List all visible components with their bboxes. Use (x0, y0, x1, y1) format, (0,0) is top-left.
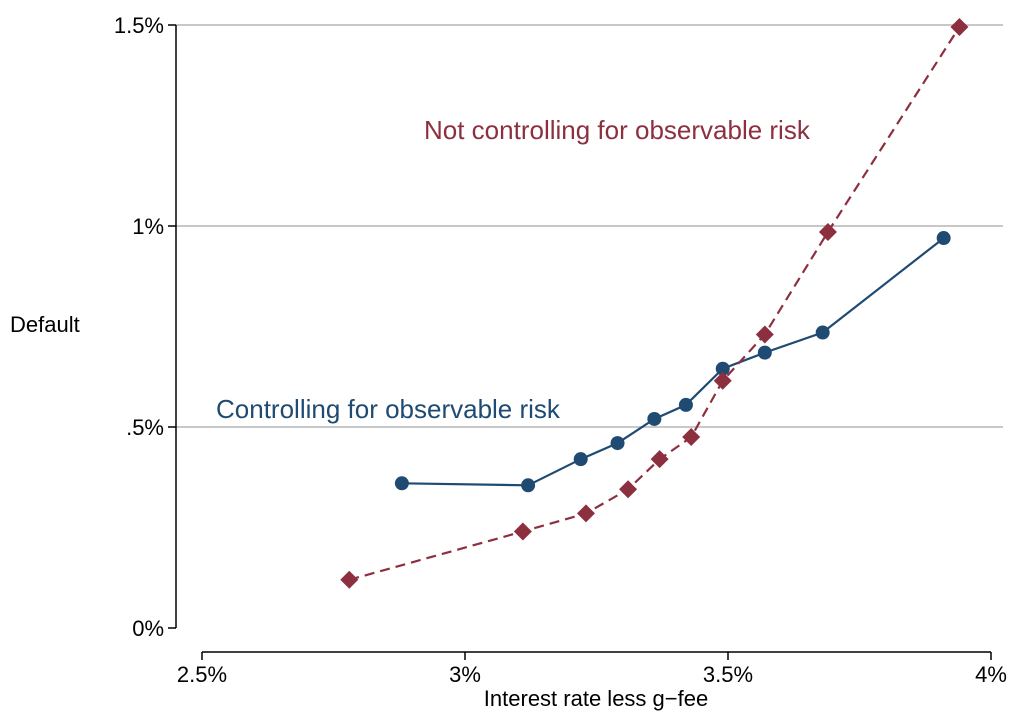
series (340, 18, 969, 589)
axes (175, 25, 991, 653)
series-1-point-6 (713, 371, 732, 390)
series-1-point-7 (755, 325, 774, 344)
x-tick-label-1: 3% (449, 662, 481, 687)
series-1-point-0 (340, 570, 359, 589)
ticks: 0% .5% 1% 1.5% 2.5% 3% 3.5% 4% (114, 13, 1007, 687)
grid-lines (176, 24, 1003, 428)
series-1-point-5 (682, 428, 701, 447)
x-tick-label-3: 4% (975, 662, 1007, 687)
series-0-point-6 (715, 361, 730, 376)
series-1-point-9 (950, 18, 969, 37)
series-1-point-8 (818, 223, 837, 242)
y-tick-label-2: 1% (132, 214, 164, 239)
annotation-controlling: Controlling for observable risk (216, 394, 561, 424)
series-1 (340, 18, 969, 589)
series-line-1 (349, 26, 961, 581)
series-0-point-5 (678, 397, 693, 412)
series-line-0 (401, 237, 945, 487)
series-1-point-3 (619, 480, 638, 499)
series-0-point-9 (936, 231, 951, 246)
series-1-point-1 (513, 522, 532, 541)
series-1-point-4 (650, 450, 669, 469)
y-tick-label-3: 1.5% (114, 13, 164, 38)
x-tick-label-0: 2.5% (177, 662, 227, 687)
x-tick-label-2: 3.5% (703, 662, 753, 687)
series-0-point-2 (573, 452, 588, 467)
series-0-point-8 (815, 325, 830, 340)
series-0 (394, 231, 951, 493)
series-0-point-0 (394, 476, 409, 491)
y-tick-label-0: 0% (132, 616, 164, 641)
annotation-not-controlling: Not controlling for observable risk (424, 115, 811, 145)
y-axis-title: Default (10, 312, 80, 337)
series-1-point-2 (576, 504, 595, 523)
series-0-point-4 (647, 411, 662, 426)
x-axis-title: Interest rate less g−fee (484, 686, 708, 711)
series-0-point-1 (521, 478, 536, 493)
y-tick-label-1: .5% (126, 415, 164, 440)
series-0-point-7 (757, 345, 772, 360)
series-0-point-3 (610, 436, 625, 451)
